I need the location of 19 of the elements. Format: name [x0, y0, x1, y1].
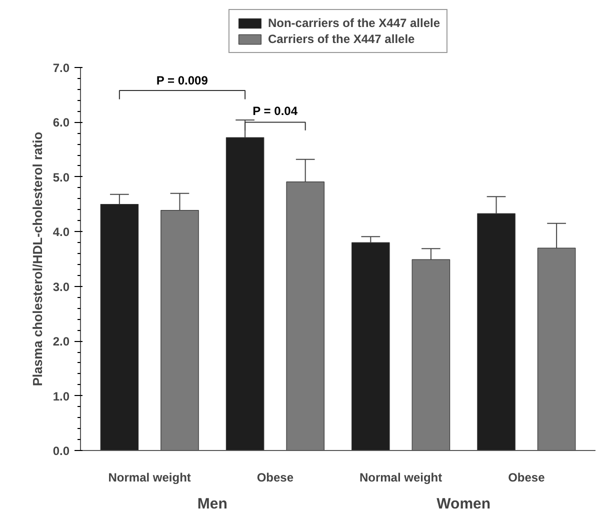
text: Men [197, 496, 228, 512]
x-tick-label: Obese [508, 470, 546, 484]
x-tick-label: Obese [256, 470, 294, 484]
annotation: P = 0.009 [156, 74, 208, 88]
x-tick-label: Normal weight [359, 470, 442, 484]
y-tick-label: 2.0 [52, 334, 70, 349]
y-tick-label: 6.0 [52, 116, 70, 130]
x-tick-label: Normal weight [108, 470, 191, 484]
legend-label: Carriers of the X447 allele [268, 32, 415, 46]
y-tick-label: 0.0 [52, 444, 70, 458]
y-axis-title: Plasma cholesterol/HDL-cholesterol ratio [30, 132, 45, 386]
y-tick-label: 3.0 [52, 280, 70, 294]
y-tick-label: 4.0 [52, 225, 70, 240]
legend-label: Non-carriers of the X447 allele [268, 16, 440, 30]
text: Women [436, 496, 491, 512]
y-tick-label: 5.0 [52, 170, 70, 184]
y-tick-label: 7.0 [52, 61, 70, 75]
y-tick-label: 1.0 [52, 389, 70, 404]
annotation: P = 0.04 [252, 104, 298, 118]
